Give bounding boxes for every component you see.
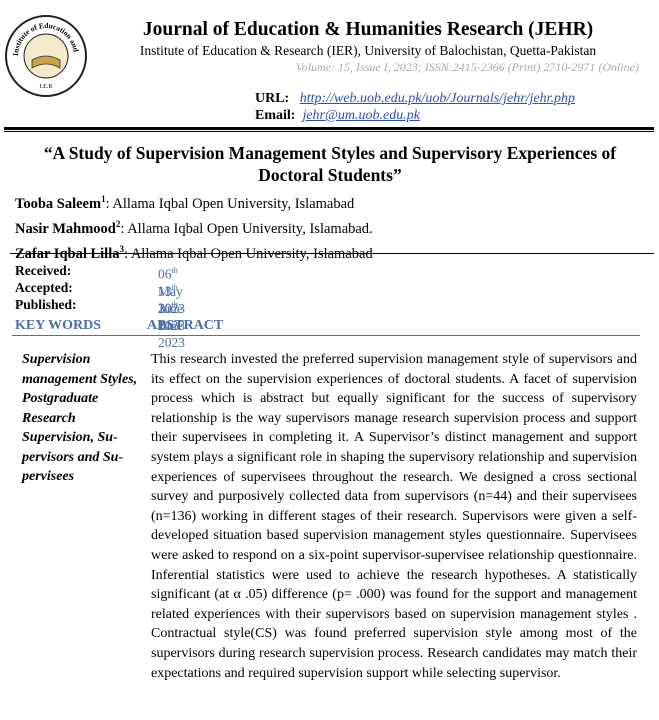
url[interactable]: http://web.uob.edu.pk/uob/Journals/jehr/… — [299, 91, 576, 106]
rule — [10, 253, 654, 254]
volume: Volume: 15, Issue I, 2023; ISSN:2415-236… — [295, 60, 639, 74]
institute: Institute of Education & Research (IER),… — [139, 43, 597, 58]
title: “A Study of Supervision Management Style… — [43, 143, 617, 185]
date-day: 30 — [158, 300, 172, 316]
date-label: Published: — [15, 297, 77, 312]
rule — [4, 127, 654, 132]
dates: Received: 06th May 2023 Accepted: 13th June… — [15, 262, 185, 350]
date-label: Received: — [15, 263, 72, 278]
date-suffix: th — [171, 300, 178, 309]
keywords-heading: KEY WORDS — [15, 318, 101, 333]
email-row: Email: jehr@um.uob.edu.pk — [255, 108, 420, 124]
journal: Journal of Education & Humanities Resear… — [142, 19, 594, 40]
date-rest: June 2023 — [158, 300, 185, 333]
rule — [12, 335, 640, 336]
author-name: Nasir Mahmood — [15, 220, 116, 237]
url-label: URL: — [255, 91, 290, 106]
logo: Institute of Education and Research I.E.… — [4, 14, 87, 97]
date-day: 13 — [158, 283, 172, 299]
email-label: Email: — [255, 108, 296, 123]
author-affiliation: : Allama Iqbal Open University, Islamaba… — [105, 195, 355, 212]
date-label: Accepted: — [15, 280, 73, 295]
author-sup: 3 — [119, 243, 124, 254]
date-rest: June 2023 — [158, 317, 185, 350]
date-row: Published: 30th June 2023 — [15, 296, 185, 350]
date-value: 30th June 2023 — [158, 296, 185, 351]
date-rest: May 2023 — [158, 283, 185, 316]
date-row: Accepted: 13th June 2023 — [15, 279, 185, 333]
date-suffix: th — [171, 266, 178, 275]
keywords: Supervision management Styles, Postgrad­… — [22, 352, 138, 484]
author: Zafar Iqbal Lilla3: Allama Iqbal Open Un… — [15, 239, 373, 264]
author: Tooba Saleem1: Allama Iqbal Open Univers… — [15, 189, 373, 214]
logo-initials: I.E.R — [40, 84, 53, 90]
url-row: URL: http://web.uob.edu.pk/uob/Journals/… — [255, 91, 575, 107]
abstract-heading: ABSTRACT — [147, 318, 224, 333]
date-value: 06th May 2023 — [158, 262, 185, 317]
author-name: Tooba Saleem — [15, 195, 102, 212]
author: Nasir Mahmood2: Allama Iqbal Open Univer… — [15, 214, 373, 239]
abstract: This research invested the preferred sup… — [151, 352, 637, 681]
date-suffix: th — [171, 283, 178, 292]
date-row: Received: 06th May 2023 — [15, 262, 185, 316]
author-sup: 1 — [101, 194, 106, 204]
date-value: 13th June 2023 — [158, 279, 185, 334]
date-day: 06 — [158, 266, 172, 282]
author-affiliation: : Allama Iqbal Open University, Islamaba… — [120, 220, 373, 237]
author-sup: 2 — [115, 218, 121, 229]
email[interactable]: jehr@um.uob.edu.pk — [302, 108, 420, 123]
